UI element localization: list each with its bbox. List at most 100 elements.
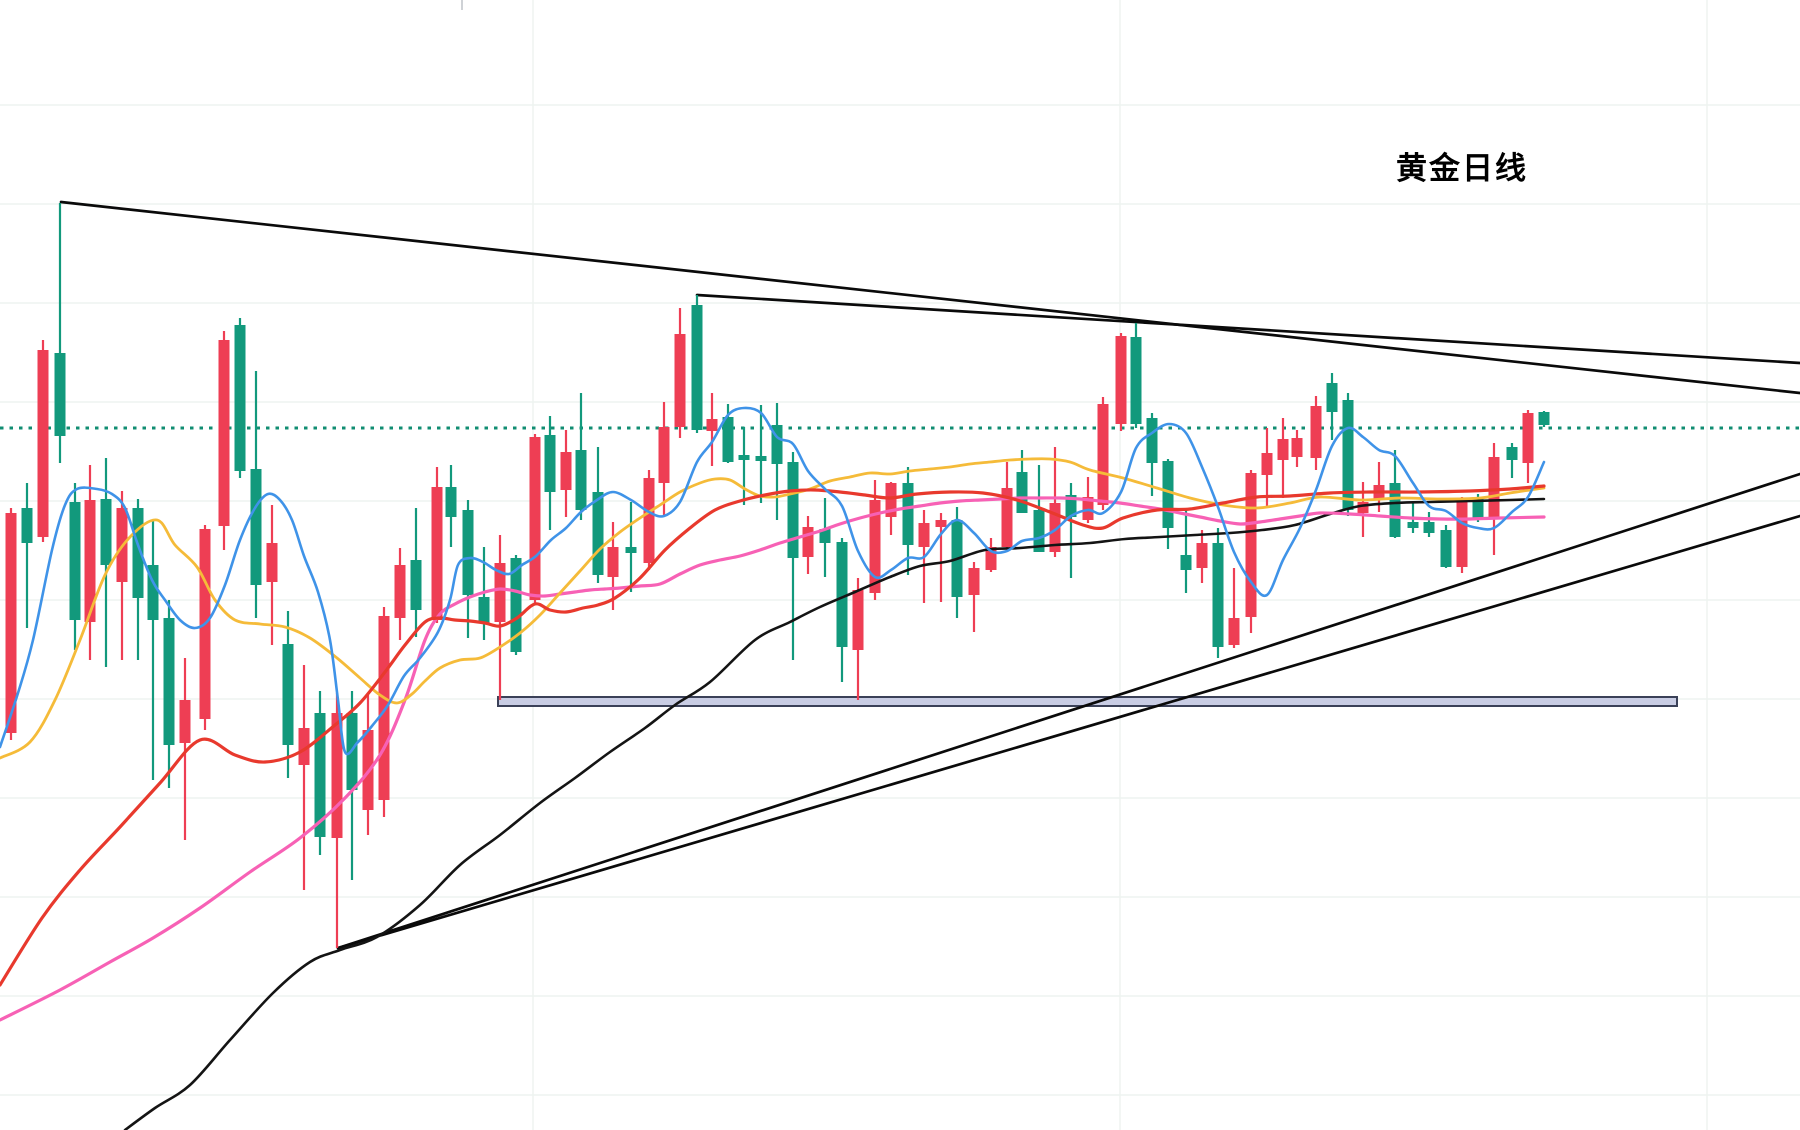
candle-body-69 (1130, 337, 1142, 424)
candle-body-74 (1212, 543, 1224, 647)
candle-body-37 (607, 547, 619, 577)
candle-body-33 (544, 435, 556, 492)
candle-body-15 (250, 469, 262, 585)
candle-body-60 (985, 547, 997, 570)
ma-black (123, 497, 1546, 1130)
candle-body-0 (5, 513, 17, 733)
candle-body-82 (1342, 400, 1354, 510)
candle-body-87 (1423, 522, 1435, 533)
candle-body-3 (54, 353, 66, 436)
candle-body-68 (1115, 336, 1127, 424)
candle-body-9 (147, 565, 159, 620)
candle-body-66 (1082, 497, 1094, 520)
chart-title: 黄金日线 (1396, 151, 1528, 186)
candle-body-50 (819, 529, 831, 543)
trendline-ascending-upper (336, 472, 1800, 950)
candle-body-81 (1326, 383, 1338, 412)
candle-body-10 (163, 618, 175, 745)
candle-body-62 (1016, 472, 1028, 513)
candle-body-88 (1440, 530, 1452, 567)
candle-body-32 (529, 437, 541, 600)
candle-body-85 (1389, 483, 1401, 537)
candle-body-23 (378, 616, 390, 800)
candle-body-18 (298, 728, 310, 765)
candle-body-14 (234, 325, 246, 471)
candle-body-53 (869, 500, 881, 593)
ma-yellow (0, 457, 1546, 760)
candle-body-46 (755, 456, 767, 461)
candle-body-28 (462, 510, 474, 595)
candle-body-90 (1472, 497, 1484, 518)
candle-body-61 (1001, 488, 1013, 547)
ma-red (0, 484, 1546, 987)
candle-body-47 (771, 425, 783, 464)
candle-body-76 (1245, 473, 1257, 617)
candle-body-43 (706, 419, 718, 431)
candle-body-4 (69, 502, 81, 620)
candle-body-67 (1097, 404, 1109, 505)
candle-body-59 (968, 568, 980, 595)
candle-body-71 (1162, 461, 1174, 528)
candle-body-63 (1033, 510, 1045, 552)
candle-body-72 (1180, 555, 1192, 570)
candle-body-16 (266, 543, 278, 582)
candle-body-20 (331, 713, 343, 838)
candle-body-6 (100, 499, 112, 565)
candle-body-48 (787, 462, 799, 558)
candle-body-27 (445, 487, 457, 517)
candle-body-45 (738, 455, 750, 460)
candle-body-41 (674, 334, 686, 427)
candle-body-52 (852, 590, 864, 650)
candle-body-75 (1228, 618, 1240, 645)
candle-body-24 (394, 565, 406, 618)
candle-body-91 (1488, 457, 1500, 518)
candle-body-55 (902, 483, 914, 545)
candle-body-56 (918, 523, 930, 547)
candle-body-92 (1506, 447, 1518, 460)
candle-body-40 (658, 427, 670, 483)
candle-body-1 (21, 508, 33, 543)
candle-body-83 (1357, 502, 1369, 513)
ma-blue (0, 406, 1546, 756)
candle-body-77 (1261, 453, 1273, 475)
candle-body-86 (1407, 522, 1419, 528)
candle-body-29 (478, 597, 490, 623)
candle-body-54 (885, 483, 897, 517)
candle-body-89 (1456, 502, 1468, 567)
ma-pink (0, 496, 1546, 1022)
candle-body-51 (836, 542, 848, 647)
trendline-ascending-lower (336, 514, 1800, 950)
candle-body-79 (1291, 438, 1303, 457)
candle-body-44 (722, 417, 734, 462)
candle-body-42 (691, 305, 703, 430)
candle-body-73 (1196, 543, 1208, 568)
candle-body-35 (575, 450, 587, 510)
candle-body-2 (37, 350, 49, 537)
candle-body-80 (1310, 406, 1322, 458)
candle-body-8 (132, 508, 144, 598)
candle-body-64 (1049, 503, 1061, 552)
candle-body-39 (643, 478, 655, 563)
candle-body-31 (510, 558, 522, 652)
candle-body-70 (1146, 418, 1158, 463)
candle-body-13 (218, 340, 230, 526)
candle-body-30 (494, 563, 506, 622)
candle-body-34 (560, 452, 572, 490)
candle-body-49 (802, 527, 814, 557)
candle-body-5 (84, 500, 96, 622)
candle-body-38 (625, 547, 637, 553)
candle-body-25 (410, 560, 422, 610)
candle-body-17 (282, 644, 294, 745)
candle-body-26 (431, 487, 443, 620)
candle-body-11 (179, 700, 191, 743)
candle-body-65 (1065, 495, 1077, 517)
candle-body-94 (1538, 412, 1550, 425)
candle-body-57 (935, 520, 947, 527)
trendline-descending-minor (695, 293, 1800, 365)
candle-body-19 (314, 713, 326, 837)
candle-body-93 (1522, 413, 1534, 463)
trendline-descending-major (59, 200, 1800, 395)
candle-body-36 (592, 492, 604, 575)
